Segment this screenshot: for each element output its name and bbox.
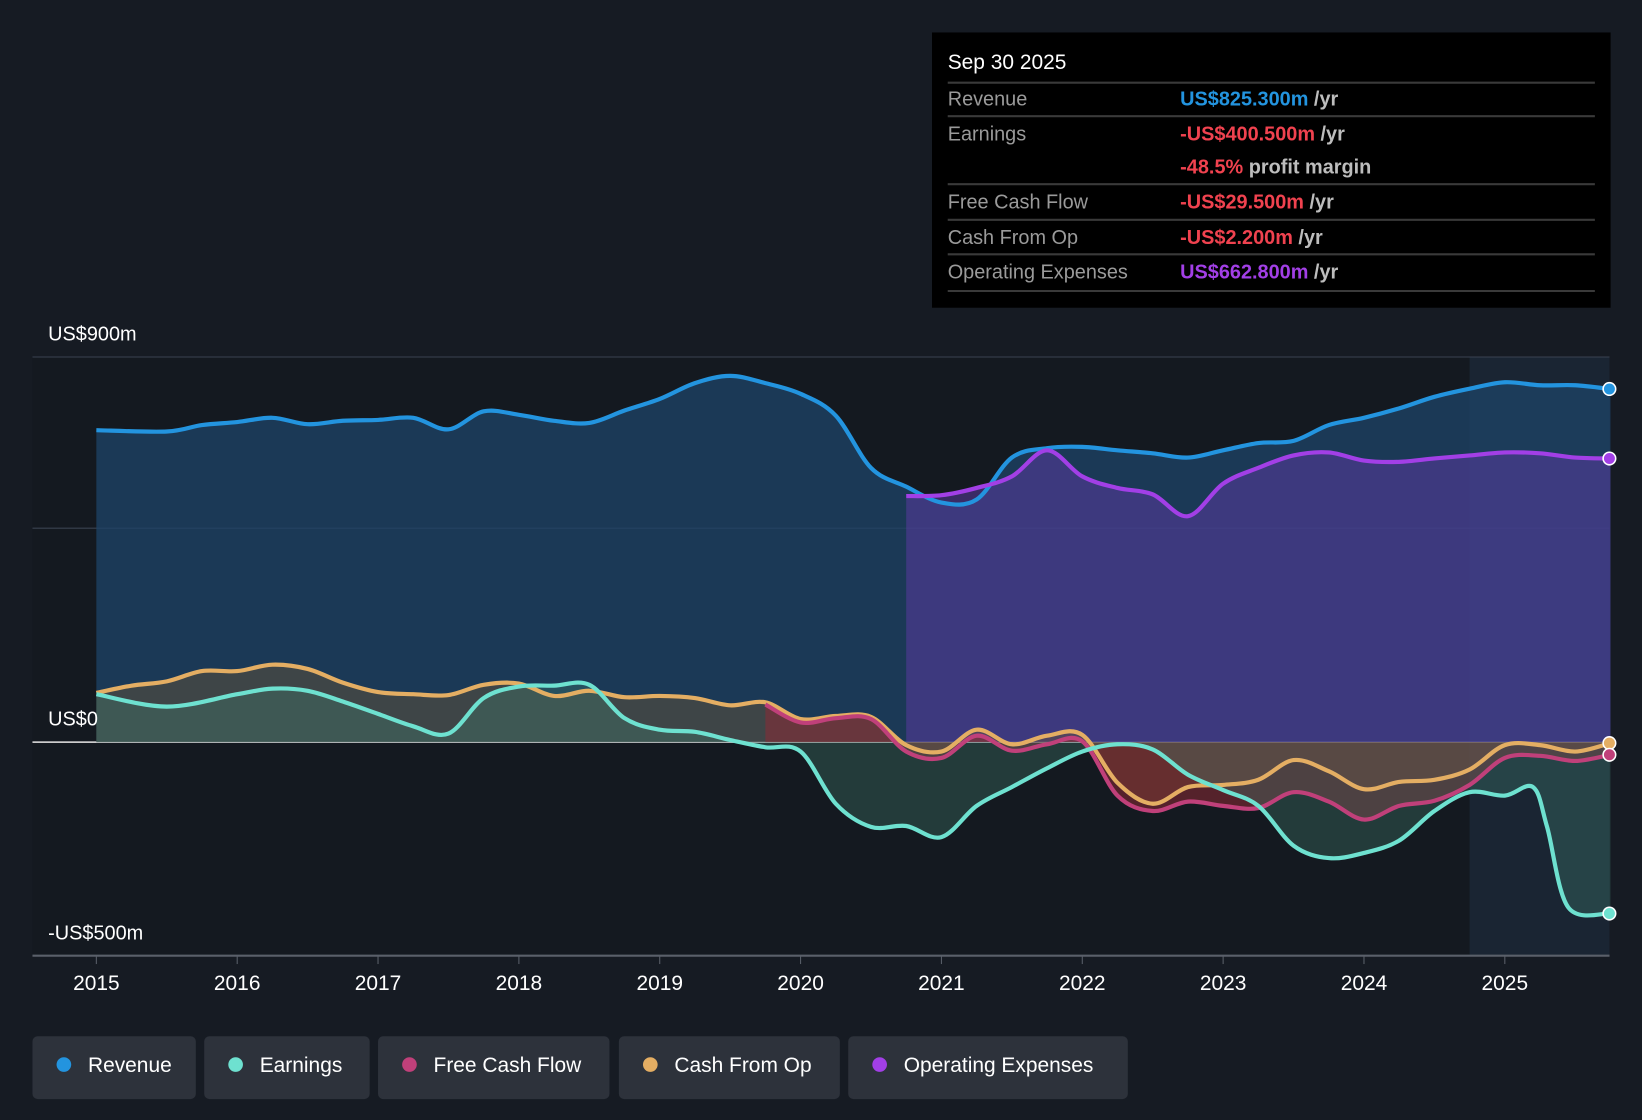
opex-line	[906, 448, 1611, 519]
x-tick-label: 2019	[636, 972, 683, 995]
legend-dot-icon	[642, 1057, 658, 1072]
legend-chip[interactable]	[618, 1036, 840, 1100]
fcf-area	[765, 704, 1611, 820]
tooltip-value: -US$29.500m	[1180, 191, 1304, 213]
legend-item-cash-from-op[interactable]: Cash From Op	[618, 1036, 840, 1100]
tooltip-unit: /yr	[1293, 227, 1323, 249]
legend-dot-icon	[228, 1057, 243, 1072]
tooltip-row-label: Earnings	[948, 123, 1027, 145]
legend-label: Revenue	[88, 1054, 172, 1077]
tooltip-row-label: Cash From Op	[948, 227, 1078, 249]
revenue-end-point	[1602, 381, 1617, 397]
tooltip-value: US$662.800m	[1180, 261, 1308, 283]
x-tick-label: 2023	[1200, 972, 1247, 995]
tooltip-row-value: -US$2.200m /yr	[1180, 227, 1323, 249]
tooltip-row-label: Free Cash Flow	[948, 191, 1089, 213]
tooltip-unit: profit margin	[1243, 157, 1371, 179]
tooltip-unit: /yr	[1308, 89, 1338, 111]
legend-dot-icon	[402, 1057, 417, 1072]
fcf-line	[764, 702, 1611, 822]
opex-end-point	[1602, 451, 1617, 466]
x-tick-label: 2015	[73, 972, 120, 995]
revenue-line	[96, 373, 1611, 507]
earnings-line	[95, 680, 1611, 918]
legend-label: Earnings	[260, 1054, 343, 1077]
tooltip-box	[932, 32, 1611, 308]
legend-dot-icon	[872, 1057, 887, 1072]
legend-item-free-cash-flow[interactable]: Free Cash Flow	[378, 1036, 610, 1100]
x-tick-label: 2022	[1059, 972, 1106, 995]
tooltip-value: US$825.300m	[1180, 89, 1308, 111]
legend-label: Cash From Op	[674, 1054, 811, 1077]
legend-item-earnings[interactable]: Earnings	[204, 1036, 370, 1100]
x-tick-label: 2024	[1341, 972, 1388, 995]
tooltip-value: -US$2.200m	[1180, 227, 1293, 249]
legend-label: Free Cash Flow	[434, 1054, 583, 1077]
tooltip: Sep 30 2025 Revenue US$825.300m /yr Earnin…	[932, 32, 1611, 308]
tooltip-row-value: US$825.300m /yr	[1180, 89, 1338, 111]
tooltip-row-value: US$662.800m /yr	[1180, 261, 1338, 283]
cfo-end-point	[1602, 736, 1617, 751]
tooltip-unit: /yr	[1308, 261, 1338, 283]
x-tick-label: 2017	[355, 972, 402, 995]
x-tick-label: 2025	[1482, 972, 1529, 995]
legend-item-revenue[interactable]: Revenue	[32, 1036, 196, 1100]
earnings-area	[96, 682, 1611, 916]
y-tick-label: US$900m	[48, 323, 136, 345]
tooltip-unit: /yr	[1304, 191, 1334, 213]
legend-chip[interactable]	[848, 1036, 1128, 1100]
legend-item-operating-expenses[interactable]: Operating Expenses	[848, 1036, 1128, 1100]
tooltip-value: -US$400.500m	[1180, 123, 1315, 145]
tooltip-row-value: -US$29.500m /yr	[1180, 191, 1334, 213]
earnings-end-point	[1602, 906, 1617, 921]
fcf-end-point	[1602, 747, 1617, 762]
x-tick-label: 2016	[214, 972, 261, 995]
tooltip-date: Sep 30 2025	[948, 51, 1067, 74]
tooltip-row-value: -48.5% profit margin	[1180, 157, 1371, 179]
legend: Revenue Earnings Free Cash Flow Cash From O…	[32, 1036, 1128, 1100]
legend-chip[interactable]	[204, 1036, 370, 1100]
y-tick-label: -US$500m	[48, 922, 143, 944]
tooltip-unit: /yr	[1315, 123, 1345, 145]
tooltip-value: -48.5%	[1180, 157, 1243, 179]
x-tick-label: 2018	[496, 972, 543, 995]
y-tick-label: US$0	[48, 708, 98, 730]
legend-chip[interactable]	[32, 1036, 196, 1100]
legend-dot-icon	[56, 1057, 72, 1072]
legend-chip[interactable]	[378, 1036, 610, 1100]
x-tick-label: 2020	[777, 972, 824, 995]
tooltip-row-value: -US$400.500m /yr	[1180, 123, 1345, 145]
legend-label: Operating Expenses	[904, 1054, 1094, 1077]
opex-area	[906, 450, 1611, 743]
tooltip-row-label: Revenue	[948, 89, 1028, 111]
tooltip-row-label: Operating Expenses	[948, 261, 1128, 283]
x-tick-label: 2021	[918, 972, 965, 995]
